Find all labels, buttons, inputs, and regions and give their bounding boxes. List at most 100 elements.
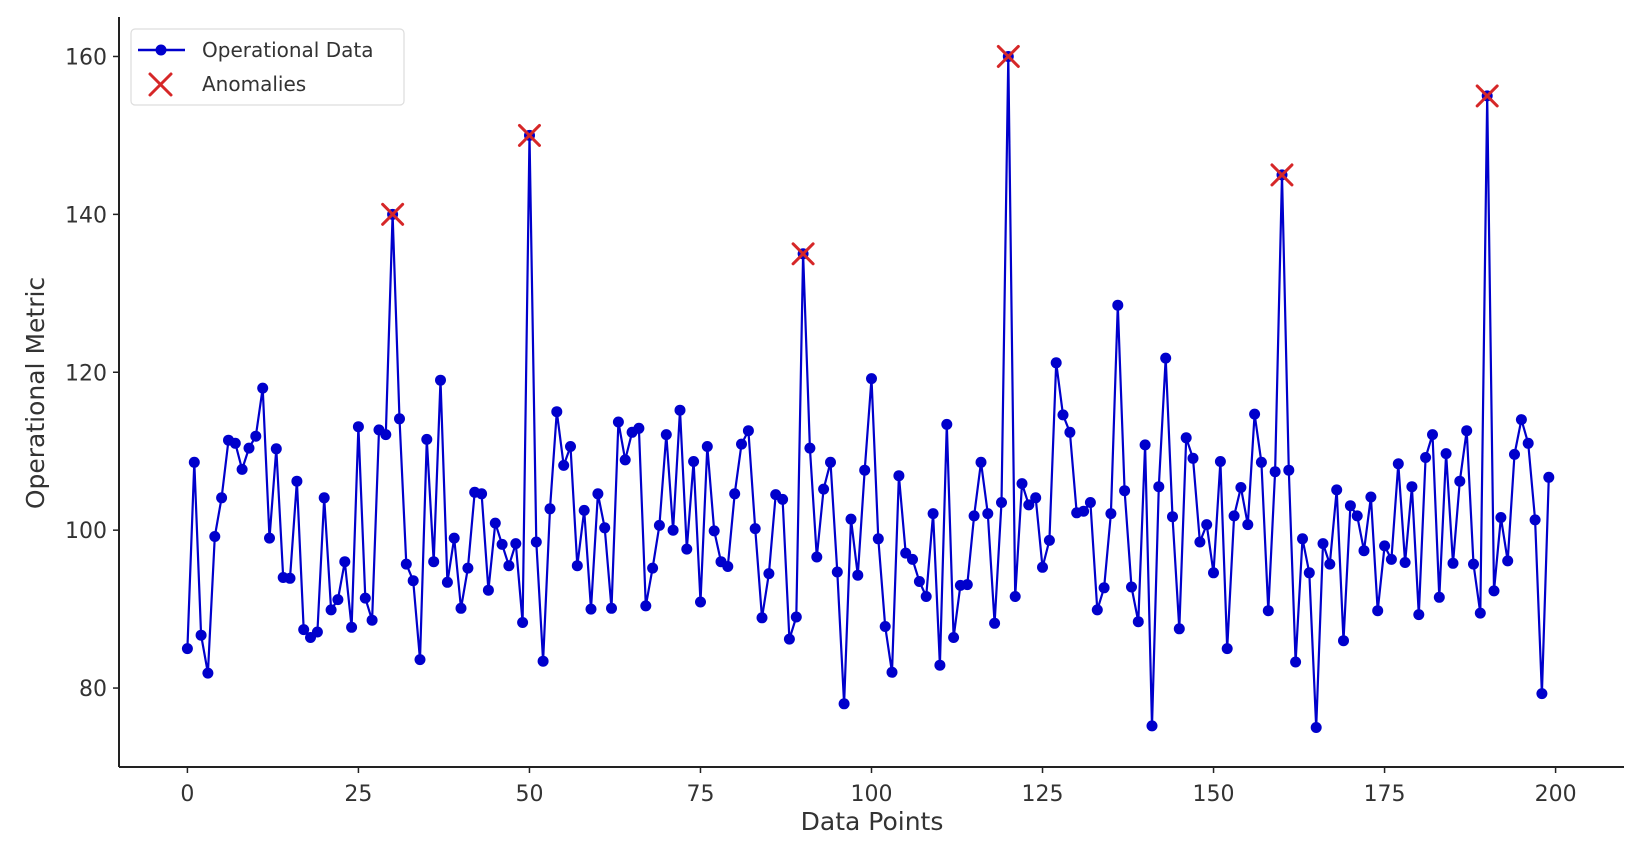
data-point [804,442,816,454]
data-point [565,441,576,452]
data-point [428,556,440,568]
data-point [674,404,686,416]
data-point [859,464,871,476]
x-tick-label: 150 [1193,782,1235,807]
x-tick-label: 100 [851,782,893,807]
data-point [688,456,700,467]
data-point [831,566,843,578]
data-point [1297,533,1308,545]
y-axis-title: Operational Metric [21,277,50,509]
data-point [934,659,946,671]
data-point [510,538,522,550]
data-point [407,575,419,587]
data-point [818,483,830,495]
data-point [879,621,891,632]
data-point [544,503,556,515]
data-point [530,536,542,548]
data-point [1037,561,1048,573]
data-point [647,562,659,574]
y-tick-label: 120 [65,361,107,386]
data-point [1269,466,1281,478]
data-point [1310,722,1322,733]
data-point [1413,609,1425,621]
data-point [482,584,494,596]
data-point [264,532,275,544]
data-point [1091,604,1103,616]
data-point [1153,481,1165,493]
data-point [736,438,747,450]
data-point [1023,499,1035,511]
data-point [1030,492,1042,504]
legend-label-operational-data: Operational Data [202,38,373,62]
series-line-operational-data [186,55,1550,729]
data-point [1515,414,1527,426]
data-point [695,596,706,608]
data-point [1468,558,1479,570]
data-point [188,456,200,468]
data-point [1440,448,1452,460]
data-point [1098,582,1110,594]
data-point [763,568,775,580]
data-point [1447,557,1459,569]
data-point [1474,607,1486,619]
data-point [1372,605,1384,617]
data-point [1167,511,1178,523]
data-point [229,437,241,449]
data-point [195,629,207,641]
data-point [257,382,269,394]
data-point [1112,299,1124,311]
data-point [701,441,713,452]
legend-box [130,28,405,106]
data-point [496,538,508,550]
data-point [1365,491,1377,503]
data-point [1338,635,1349,647]
data-point [1214,456,1226,467]
data-point [1249,408,1261,420]
data-point [1324,558,1336,570]
data-point [920,591,932,602]
data-point [1529,514,1541,526]
data-point [653,519,665,531]
data-point [1146,720,1158,732]
x-tick-label: 50 [515,782,543,807]
data-point [448,532,460,544]
x-tick-label: 125 [1022,782,1064,807]
data-point [1194,536,1206,548]
data-point [380,429,392,441]
x-axis-title: Data Points [801,807,944,836]
data-point [790,611,802,623]
legend-label-anomalies: Anomalies [202,72,306,96]
data-point [1221,643,1233,655]
data-point [455,602,467,614]
data-point [352,421,364,433]
data-point [749,523,761,535]
data-point [667,524,679,536]
data-point [982,508,994,520]
data-point [462,562,474,574]
data-point [181,643,193,655]
data-point [606,602,617,614]
data-point [1406,481,1418,493]
data-point [948,632,960,643]
data-point [996,497,1007,508]
data-point [1064,426,1076,438]
data-point [1358,545,1370,557]
data-point [783,633,795,645]
series-layer [181,51,1555,733]
x-tick-label: 200 [1535,782,1577,807]
data-point [1509,448,1520,460]
y-tick-label: 160 [65,45,107,70]
data-point [941,418,953,430]
data-point [216,492,228,504]
data-point [270,443,282,455]
anomaly-marker [791,242,815,266]
x-tick-label: 25 [344,782,372,807]
data-point [503,560,515,572]
data-point [571,560,583,572]
data-point [1522,437,1534,449]
data-point [660,429,672,441]
data-point [866,373,877,385]
data-point [359,592,371,604]
data-point [1495,512,1507,523]
